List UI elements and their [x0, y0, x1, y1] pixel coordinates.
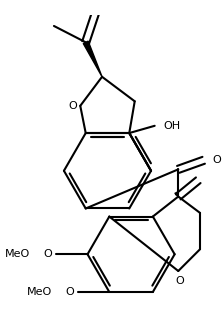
- Text: O: O: [43, 249, 52, 259]
- Text: O: O: [65, 287, 74, 297]
- Text: MeO: MeO: [5, 249, 30, 259]
- Text: OH: OH: [164, 121, 181, 131]
- Text: O: O: [213, 155, 222, 165]
- Polygon shape: [83, 41, 102, 77]
- Text: O: O: [176, 276, 184, 287]
- Text: O: O: [68, 101, 77, 111]
- Text: MeO: MeO: [27, 287, 52, 297]
